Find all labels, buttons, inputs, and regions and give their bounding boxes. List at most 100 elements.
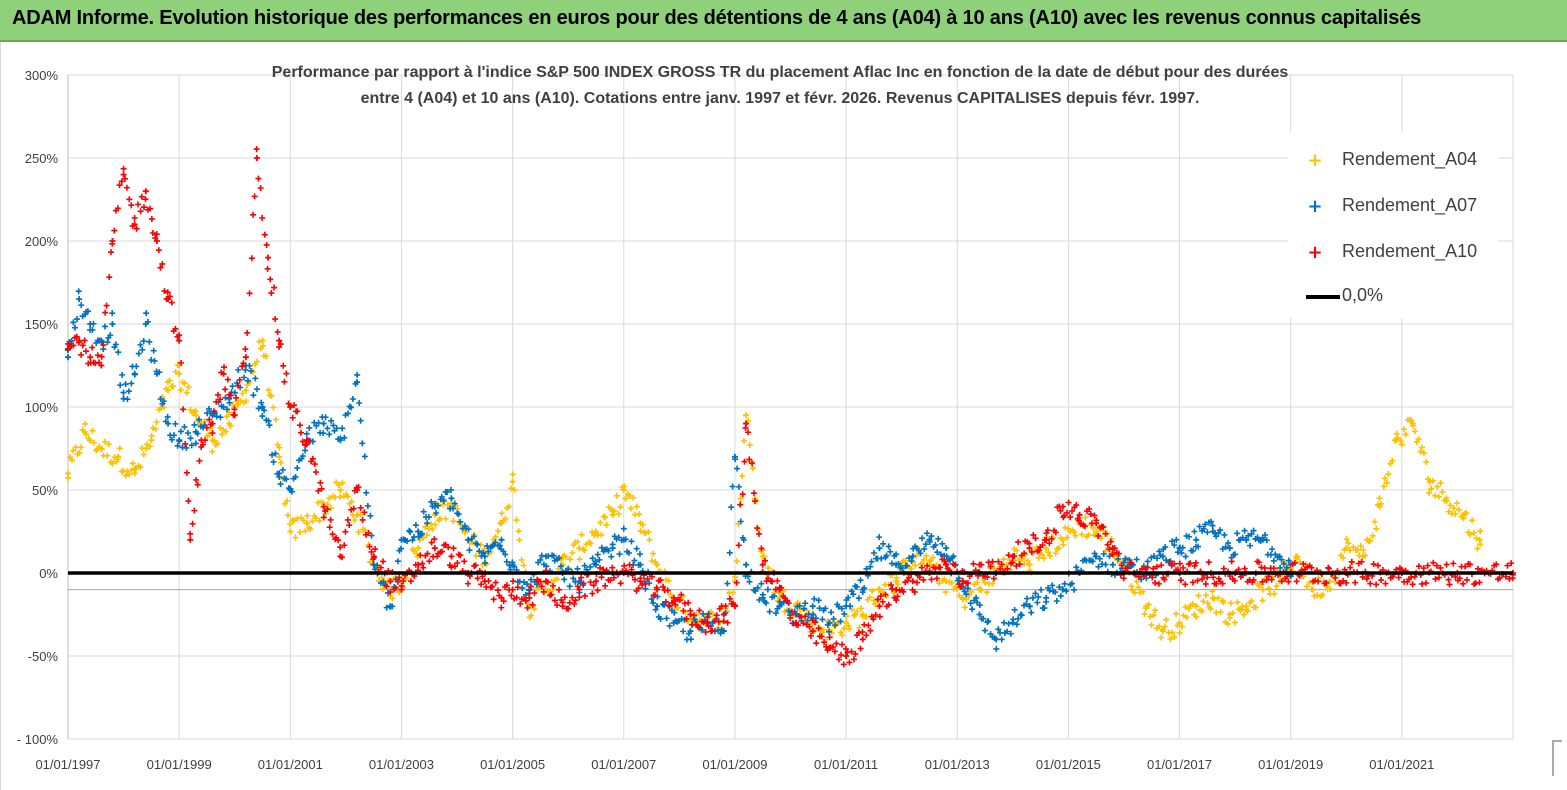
data-point-rendement_a10	[296, 422, 303, 429]
data-point-rendement_a10	[242, 354, 249, 361]
data-point-rendement_a10	[1107, 538, 1114, 545]
data-point-rendement_a04	[1454, 500, 1461, 507]
data-point-rendement_a07	[84, 308, 91, 315]
data-point-rendement_a07	[65, 354, 71, 361]
data-point-rendement_a10	[997, 565, 1004, 572]
legend-item-zero-line: 0,0%	[1288, 282, 1498, 312]
data-point-rendement_a07	[1015, 615, 1022, 622]
data-point-rendement_a07	[663, 615, 670, 622]
data-point-rendement_a10	[587, 579, 594, 586]
data-point-rendement_a07	[574, 565, 581, 572]
data-point-rendement_a10	[1182, 581, 1189, 588]
data-point-rendement_a10	[865, 622, 872, 629]
data-point-rendement_a07	[850, 591, 857, 598]
data-point-rendement_a04	[335, 481, 342, 488]
data-point-rendement_a10	[913, 579, 920, 586]
data-point-rendement_a10	[1028, 548, 1035, 555]
data-point-rendement_a04	[665, 577, 672, 584]
data-point-rendement_a07	[646, 580, 653, 587]
x-tick-label: 01/01/2009	[702, 757, 767, 772]
report-title: ADAM Informe. Evolution historique des p…	[12, 7, 1421, 29]
data-point-rendement_a10	[888, 582, 895, 589]
data-point-rendement_a07	[521, 579, 528, 586]
y-tick-label: -50%	[28, 649, 59, 664]
data-point-rendement_a07	[950, 553, 957, 560]
data-point-rendement_a07	[616, 551, 623, 558]
data-point-rendement_a07	[650, 600, 657, 607]
data-point-rendement_a07	[764, 586, 771, 593]
data-point-rendement_a04	[1389, 457, 1396, 464]
data-point-rendement_a07	[939, 540, 946, 547]
data-point-rendement_a10	[346, 522, 353, 529]
data-point-rendement_a04	[1114, 556, 1121, 563]
data-point-rendement_a10	[654, 586, 661, 593]
data-point-rendement_a10	[1067, 514, 1074, 521]
data-point-rendement_a10	[503, 582, 510, 589]
data-point-rendement_a04	[98, 445, 105, 452]
data-point-rendement_a07	[1053, 598, 1060, 605]
data-point-rendement_a07	[404, 538, 411, 545]
data-point-rendement_a07	[766, 608, 773, 615]
data-point-rendement_a04	[1376, 495, 1383, 502]
data-point-rendement_a07	[1061, 580, 1068, 587]
data-point-rendement_a07	[772, 610, 779, 617]
data-point-rendement_a10	[81, 337, 88, 344]
data-point-rendement_a07	[398, 536, 405, 543]
resize-corner-icon	[1552, 740, 1562, 776]
data-point-rendement_a10	[424, 550, 431, 557]
data-point-rendement_a07	[1071, 586, 1078, 593]
data-point-rendement_a04	[1426, 478, 1433, 485]
data-point-rendement_a07	[76, 296, 83, 303]
data-point-rendement_a10	[826, 644, 833, 651]
data-point-rendement_a10	[1171, 560, 1178, 567]
data-point-rendement_a10	[255, 175, 262, 182]
data-point-rendement_a04	[1259, 586, 1266, 593]
chart-legend: + Rendement_A04 + Rendement_A07 + Rendem…	[1288, 132, 1498, 318]
data-point-rendement_a07	[1234, 530, 1241, 537]
data-point-rendement_a04	[923, 552, 930, 559]
data-point-rendement_a10	[1432, 575, 1439, 582]
data-point-rendement_a07	[735, 483, 742, 490]
legend-label: Rendement_A10	[1342, 241, 1478, 261]
data-point-rendement_a04	[1373, 525, 1380, 532]
data-point-rendement_a04	[1150, 611, 1157, 618]
data-point-rendement_a04	[1156, 623, 1163, 630]
data-point-rendement_a10	[1202, 580, 1209, 587]
data-point-rendement_a10	[103, 302, 110, 309]
data-point-rendement_a10	[1093, 520, 1100, 527]
data-point-rendement_a07	[1095, 563, 1102, 570]
data-point-rendement_a07	[1208, 518, 1215, 525]
plus-marker-icon: +	[1307, 150, 1323, 171]
data-point-rendement_a04	[743, 412, 750, 419]
data-point-rendement_a07	[119, 371, 126, 378]
data-point-rendement_a10	[1026, 545, 1033, 552]
data-point-rendement_a10	[933, 575, 940, 582]
data-point-rendement_a07	[756, 596, 763, 603]
data-point-rendement_a10	[361, 509, 368, 516]
data-point-rendement_a10	[540, 588, 547, 595]
data-point-rendement_a07	[734, 465, 741, 472]
data-point-rendement_a10	[1332, 574, 1339, 581]
data-point-rendement_a10	[1106, 546, 1113, 553]
data-point-rendement_a10	[789, 608, 796, 615]
legend-label: Rendement_A04	[1342, 149, 1478, 169]
data-point-rendement_a10	[203, 424, 210, 431]
data-point-rendement_a07	[431, 503, 438, 510]
data-point-rendement_a10	[928, 576, 935, 583]
data-point-rendement_a04	[1474, 545, 1481, 552]
data-point-rendement_a04	[122, 472, 129, 479]
data-point-rendement_a07	[1196, 523, 1203, 530]
data-point-rendement_a07	[425, 514, 432, 521]
data-point-rendement_a07	[993, 645, 1000, 652]
data-point-rendement_a04	[129, 460, 136, 467]
data-point-rendement_a04	[235, 401, 242, 408]
legend-item-a07: + Rendement_A07	[1288, 192, 1498, 222]
data-point-rendement_a07	[476, 548, 483, 555]
y-tick-label: 50%	[32, 483, 58, 498]
data-point-rendement_a10	[1373, 581, 1380, 588]
data-point-rendement_a10	[1250, 577, 1257, 584]
data-point-rendement_a10	[709, 627, 716, 634]
data-point-rendement_a04	[654, 561, 661, 568]
data-point-rendement_a07	[183, 444, 190, 451]
data-point-rendement_a10	[743, 420, 750, 427]
